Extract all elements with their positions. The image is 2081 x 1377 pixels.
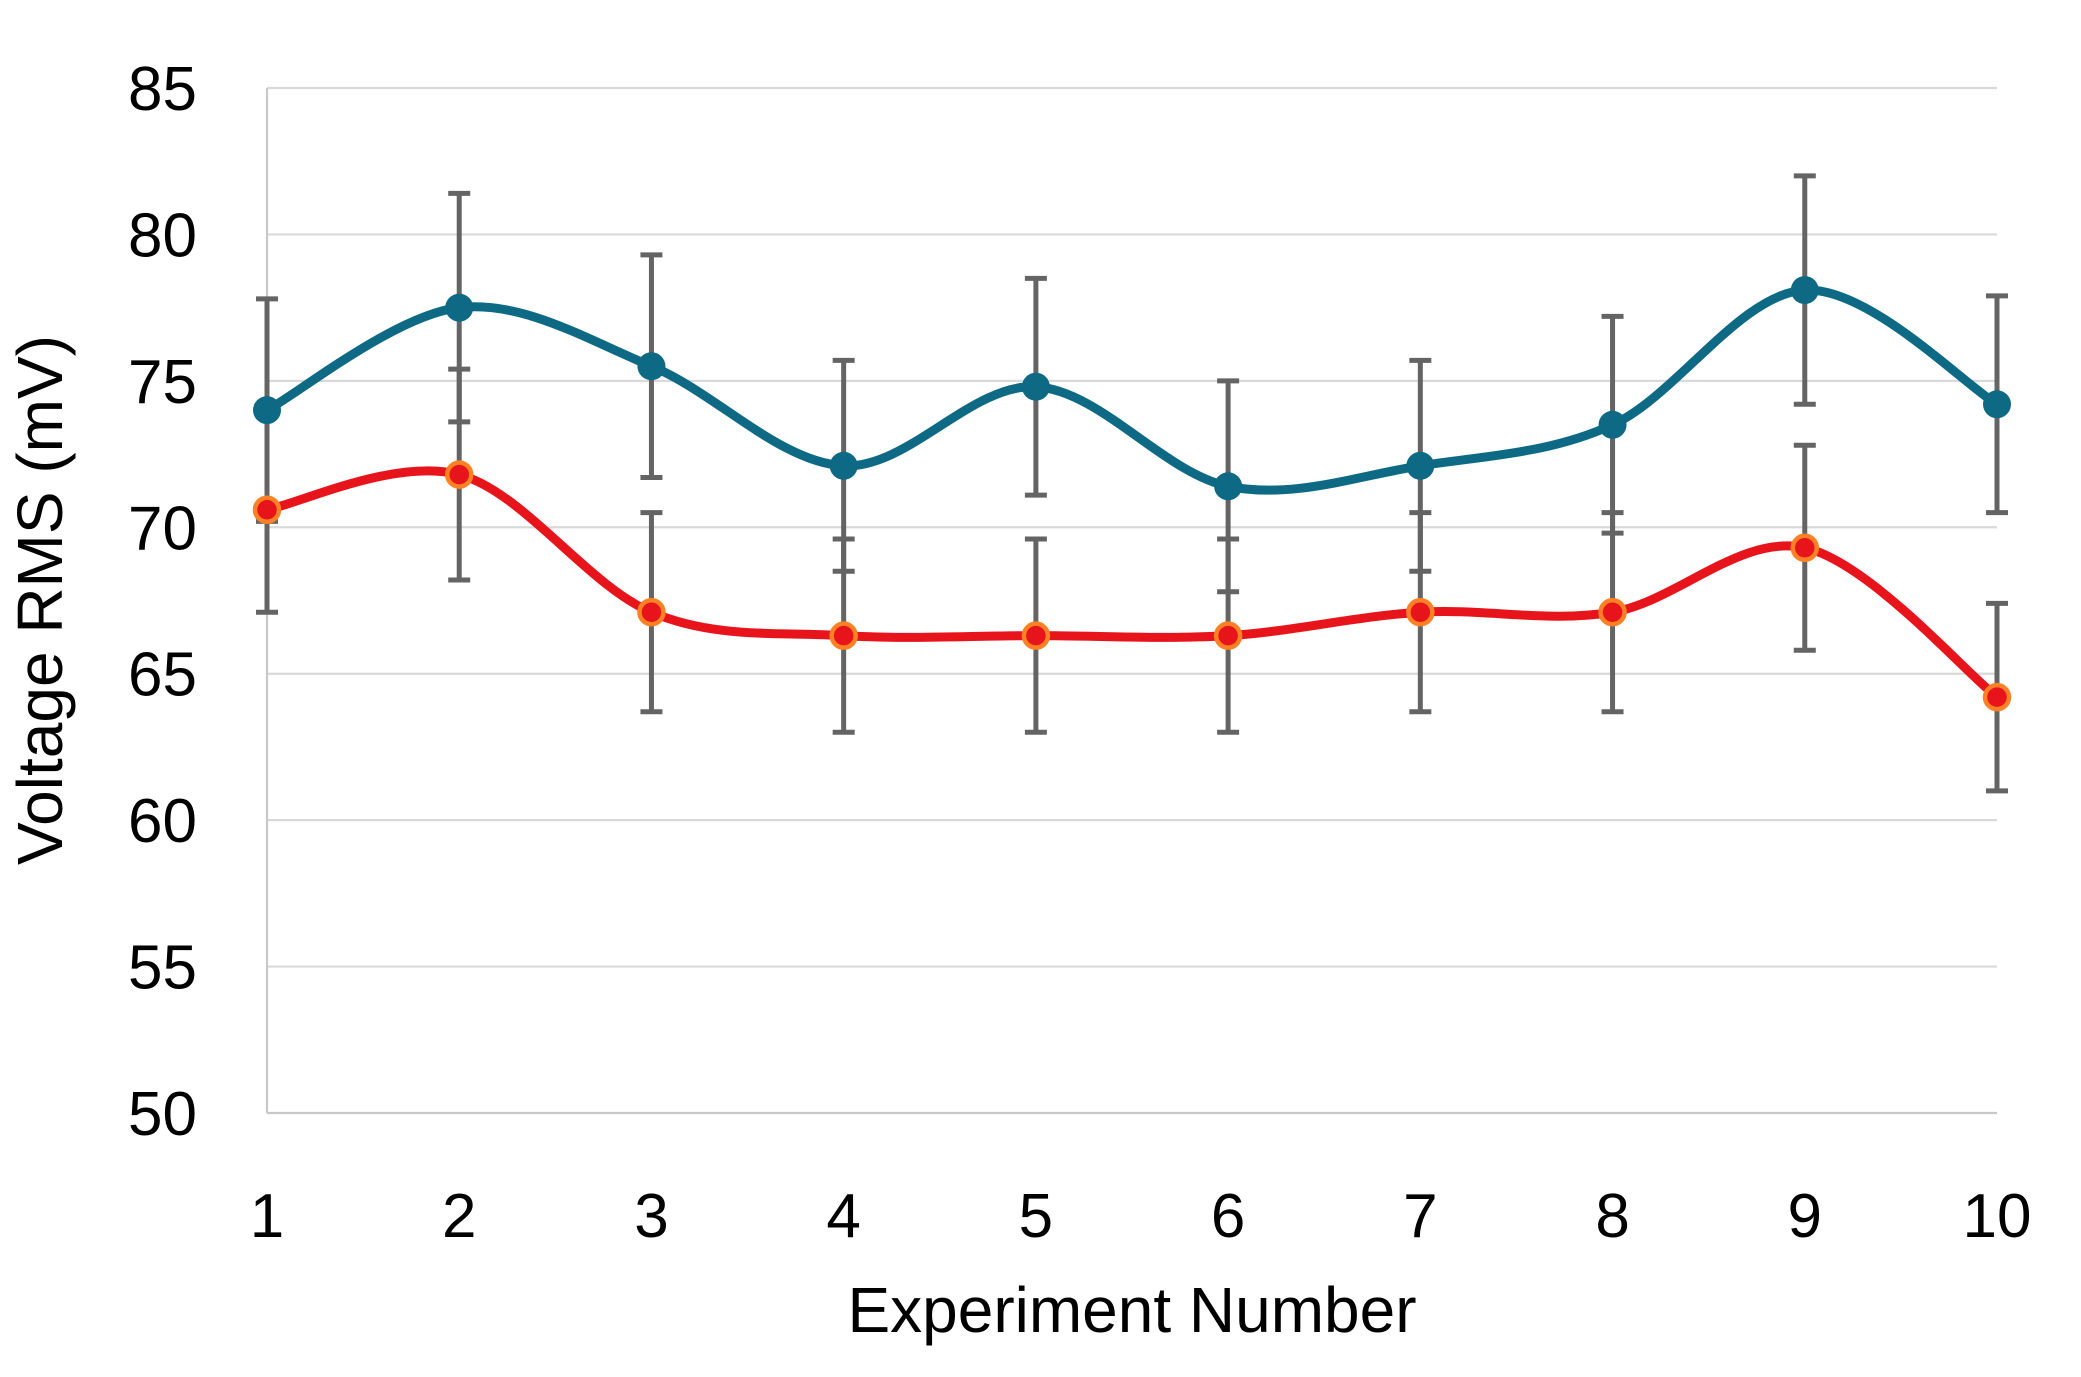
x-tick-label: 10 xyxy=(1963,1182,2032,1251)
data-point-red-series-5 xyxy=(1021,621,1051,650)
series-layer xyxy=(262,285,2002,702)
y-tick-label: 60 xyxy=(128,787,197,856)
x-tick-label: 5 xyxy=(1019,1182,1053,1251)
data-point-blue-series-8 xyxy=(1598,410,1627,439)
y-tick-label: 50 xyxy=(128,1080,197,1149)
y-tick-label: 55 xyxy=(128,934,197,1003)
x-tick-label: 6 xyxy=(1211,1182,1245,1251)
data-point-blue-series-9 xyxy=(1790,276,1819,305)
data-point-red-series-1 xyxy=(252,495,282,524)
data-point-blue-series-6 xyxy=(1214,472,1243,501)
red-series-line xyxy=(262,466,2002,702)
y-axis-title: Voltage RMS (mV) xyxy=(4,335,76,865)
data-point-blue-series-1 xyxy=(253,396,281,425)
y-tick-label: 85 xyxy=(128,55,197,124)
x-tick-label: 2 xyxy=(442,1182,476,1251)
data-point-blue-series-7 xyxy=(1406,451,1435,480)
data-point-blue-series-4 xyxy=(829,451,858,480)
data-point-red-series-10 xyxy=(1982,682,2012,712)
data-point-blue-series-2 xyxy=(445,293,474,322)
marker-layer xyxy=(252,276,2012,712)
y-tick-label: 65 xyxy=(128,641,197,710)
data-point-blue-series-10 xyxy=(1983,390,2011,419)
x-tick-label: 1 xyxy=(250,1182,284,1251)
data-point-red-series-8 xyxy=(1598,597,1627,627)
data-point-red-series-4 xyxy=(829,621,858,650)
x-tick-label: 8 xyxy=(1595,1182,1629,1251)
data-point-red-series-7 xyxy=(1406,597,1435,627)
data-point-red-series-9 xyxy=(1790,533,1820,563)
data-point-blue-series-3 xyxy=(637,352,666,381)
data-point-red-series-2 xyxy=(444,460,474,489)
tick-label-layer: 50 55 60 65 70 75 80 85 1 2 3 4 5 6 7 8 9 10 xyxy=(128,55,2031,1251)
x-tick-label: 9 xyxy=(1788,1182,1822,1251)
x-tick-label: 4 xyxy=(826,1182,860,1251)
x-tick-label: 3 xyxy=(634,1182,668,1251)
y-tick-label: 70 xyxy=(128,494,197,563)
y-tick-label: 80 xyxy=(128,201,197,270)
x-tick-label: 7 xyxy=(1403,1182,1437,1251)
data-point-blue-series-5 xyxy=(1021,372,1050,401)
error-bar-layer xyxy=(256,173,2008,794)
grid-layer xyxy=(265,86,1997,1115)
x-axis-title: Experiment Number xyxy=(847,1274,1416,1346)
data-point-red-series-3 xyxy=(637,597,666,627)
data-point-red-series-6 xyxy=(1213,621,1243,650)
blue-series-line xyxy=(262,285,2002,495)
y-tick-label: 75 xyxy=(128,348,197,417)
